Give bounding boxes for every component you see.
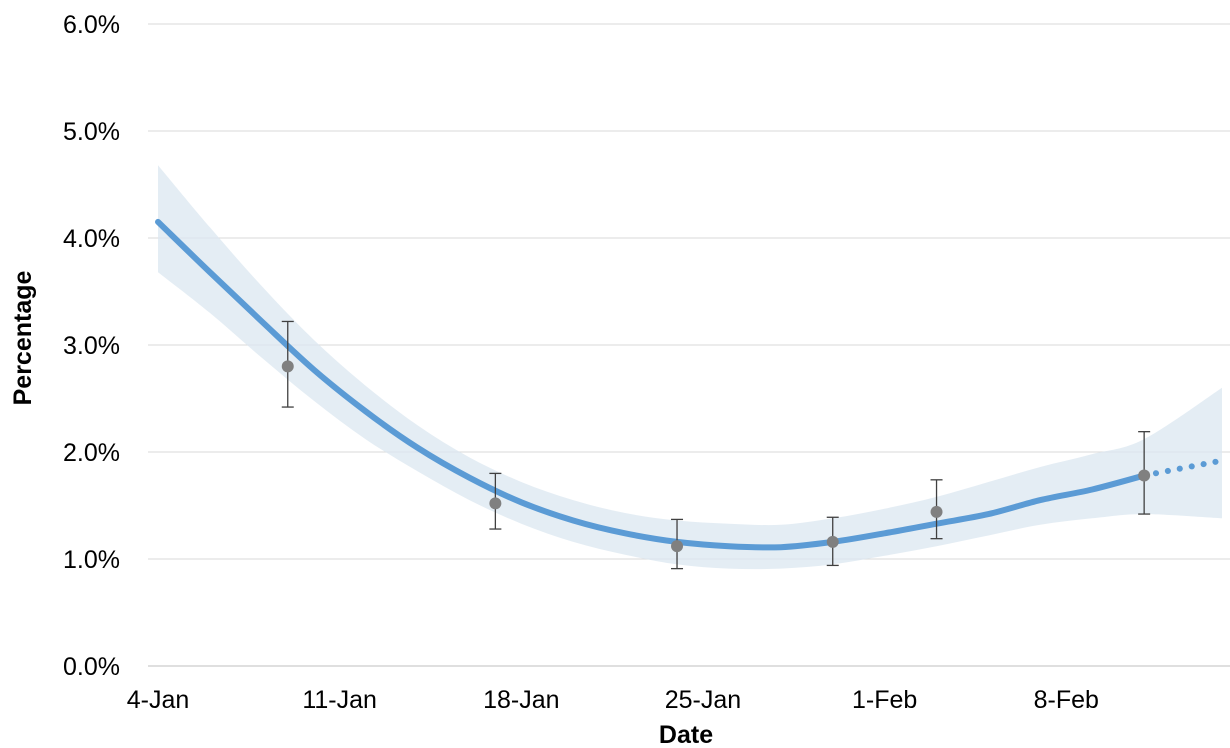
x-tick-label: 4-Jan [127, 686, 190, 714]
y-axis-title: Percentage [9, 271, 37, 406]
y-tick-label: 1.0% [63, 546, 120, 574]
estimate-point [489, 497, 502, 510]
projected-trend-line [1141, 457, 1225, 479]
x-tick-label: 18-Jan [483, 686, 559, 714]
y-tick-label: 2.0% [63, 439, 120, 467]
credible-interval-area [158, 165, 1222, 570]
estimate-points [281, 360, 1151, 553]
estimate-point [826, 535, 839, 548]
modelled-trend-line [155, 218, 1148, 551]
gridlines [148, 23, 1230, 667]
y-tick-label: 4.0% [63, 225, 120, 253]
error-bars [281, 320, 1151, 570]
x-axis-title: Date [659, 721, 713, 748]
y-tick-label: 6.0% [63, 11, 120, 39]
credible-interval-band [158, 165, 1222, 570]
estimate-point [671, 540, 684, 553]
estimate-point [281, 360, 294, 373]
trend-lines [155, 218, 1225, 551]
x-tick-label: 11-Jan [302, 686, 377, 714]
x-tick-label: 8-Feb [1034, 686, 1099, 714]
x-tick-label: 1-Feb [852, 686, 917, 714]
x-tick-label: 25-Jan [665, 686, 741, 714]
x-axis-ticks: 4-Jan 11-Jan 18-Jan 25-Jan 1-Feb 8-Feb [127, 686, 1099, 714]
estimate-point [930, 505, 943, 518]
estimate-point [1138, 469, 1151, 482]
y-tick-label: 3.0% [63, 332, 120, 360]
y-tick-label: 0.0% [63, 653, 120, 681]
y-tick-label: 5.0% [63, 118, 120, 146]
y-axis-ticks: 0.0% 1.0% 2.0% 3.0% 4.0% 5.0% 6.0% [63, 11, 120, 681]
